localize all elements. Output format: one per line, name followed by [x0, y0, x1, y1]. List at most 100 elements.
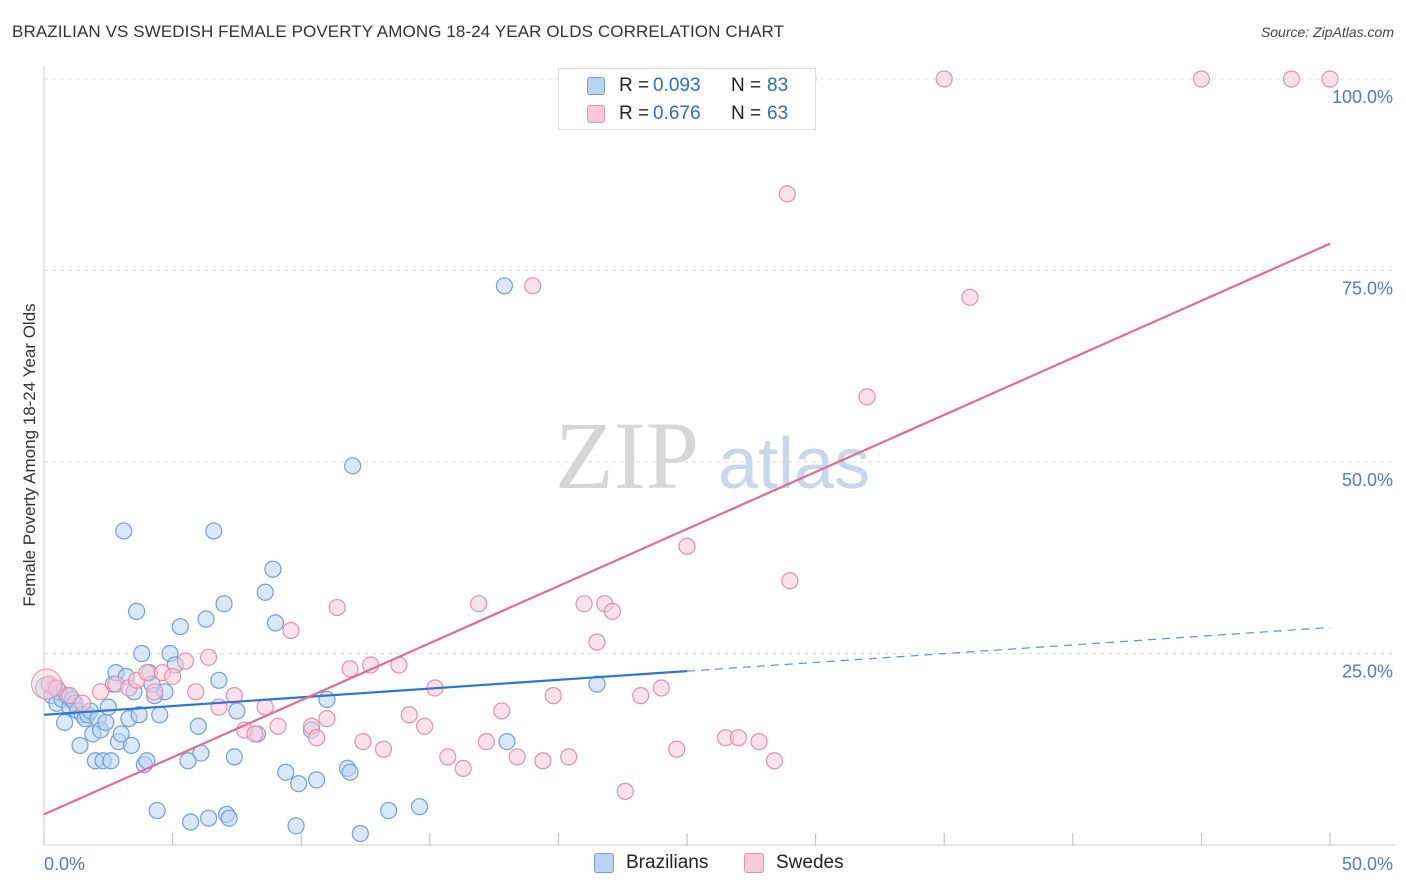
- brazilian-point: [210, 671, 228, 689]
- legend-label: Swedes: [776, 852, 844, 873]
- swede-point: [750, 732, 768, 751]
- brazilians-trend-line: [43, 670, 688, 716]
- swede-point: [341, 660, 359, 678]
- swede-point: [524, 277, 542, 295]
- brazilian-point: [182, 813, 200, 831]
- swede-point: [678, 537, 696, 555]
- swede-point: [781, 572, 799, 590]
- brazilian-point: [71, 736, 89, 755]
- brazilians-swatch: [587, 77, 605, 95]
- brazilian-point: [277, 763, 295, 781]
- brazilian-point: [225, 748, 243, 766]
- swede-point: [652, 679, 670, 697]
- swede-point: [1321, 70, 1339, 88]
- y-tick-label: 25.0%: [1342, 662, 1393, 682]
- brazilian-point: [171, 618, 189, 636]
- brazilian-point: [151, 706, 169, 724]
- y-tick-label: 100.0%: [1332, 87, 1393, 107]
- brazilian-point: [99, 698, 117, 716]
- swedes-swatch: [587, 105, 605, 123]
- grid-lines: [44, 78, 1395, 654]
- swede-point: [439, 748, 457, 766]
- brazilian-point: [228, 702, 246, 720]
- stats-row-brazilians: R = 0.093 N = 83: [559, 72, 815, 100]
- brazilian-point: [341, 763, 359, 781]
- brazilian-point: [179, 752, 197, 770]
- brazilian-point: [133, 644, 151, 663]
- r-value: 0.093: [653, 75, 701, 96]
- swede-point: [318, 710, 336, 728]
- swede-point: [508, 748, 526, 766]
- swede-point: [632, 687, 650, 705]
- swede-point: [765, 752, 784, 770]
- swede-point: [31, 668, 63, 700]
- brazilian-point: [410, 798, 429, 816]
- brazilian-point: [205, 522, 223, 540]
- swede-point: [1282, 70, 1301, 88]
- n-value: 63: [767, 103, 789, 124]
- swede-point: [354, 732, 372, 751]
- swede-point: [778, 185, 796, 203]
- brazilian-point: [55, 713, 74, 732]
- swedes-trend-line: [43, 242, 1331, 816]
- brazilian-point: [380, 801, 398, 820]
- swede-point: [575, 595, 593, 613]
- brazilian-point: [318, 690, 336, 709]
- r-label: R =: [619, 103, 650, 124]
- brazilian-point: [495, 277, 513, 295]
- swede-point: [616, 782, 634, 800]
- n-value: 83: [767, 75, 789, 96]
- brazilians-swatch: [594, 853, 614, 873]
- swede-point: [164, 667, 182, 686]
- swede-point: [225, 687, 243, 705]
- swede-point: [560, 748, 578, 766]
- swede-point: [187, 683, 205, 701]
- brazilian-point: [127, 602, 146, 620]
- swede-point: [246, 725, 264, 743]
- swede-point: [416, 717, 434, 735]
- swede-point: [477, 732, 495, 751]
- swedes-points: [31, 70, 1339, 800]
- swedes-swatch: [744, 853, 764, 873]
- swede-point: [544, 687, 562, 705]
- brazilian-point: [287, 817, 305, 835]
- y-axis-label: Female Poverty Among 18-24 Year Olds: [20, 303, 39, 606]
- swede-point: [470, 595, 488, 613]
- swede-point: [935, 70, 953, 88]
- y-tick-label: 50.0%: [1342, 470, 1393, 490]
- swede-point: [269, 717, 287, 735]
- swede-point: [454, 759, 472, 778]
- swede-point: [374, 740, 393, 758]
- brazilian-point: [220, 809, 238, 827]
- brazilian-point: [215, 595, 233, 613]
- tick-labels: 25.0% 50.0% 75.0% 100.0% 0.0% 50.0%: [44, 87, 1393, 874]
- swede-point: [961, 288, 979, 306]
- brazilian-point: [290, 775, 308, 793]
- brazilian-point: [351, 824, 369, 843]
- swede-point: [858, 388, 876, 406]
- swede-point: [588, 633, 606, 651]
- x-tick-label: 0.0%: [44, 854, 85, 874]
- brazilians-trend-extension: [686, 626, 1331, 672]
- swede-point: [308, 729, 326, 747]
- swede-point: [138, 664, 156, 682]
- swede-point: [1192, 70, 1211, 88]
- brazilian-point: [122, 736, 141, 755]
- brazilian-point: [344, 457, 362, 475]
- brazilian-point: [148, 801, 166, 820]
- watermark: ZIP atlas: [555, 402, 870, 509]
- swede-point: [145, 683, 164, 701]
- brazilian-point: [200, 809, 218, 827]
- brazilian-point: [264, 560, 282, 578]
- swede-point: [282, 621, 300, 640]
- swede-point: [73, 694, 92, 712]
- brazilian-point: [130, 706, 148, 724]
- stats-legend: R = 0.093 N = 83 R = 0.676 N = 63: [558, 68, 816, 130]
- swede-point: [176, 652, 195, 670]
- swede-point: [91, 683, 110, 701]
- brazilian-point: [197, 610, 215, 628]
- brazilian-point: [102, 752, 120, 770]
- brazilian-point: [115, 522, 133, 540]
- r-label: R =: [619, 75, 650, 96]
